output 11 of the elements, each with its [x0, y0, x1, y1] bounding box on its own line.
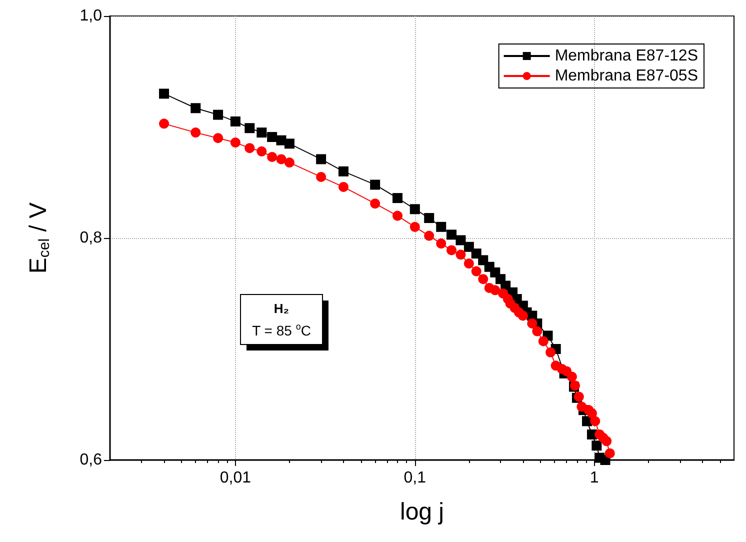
y-tick-label: 1,0 — [80, 8, 102, 24]
x-tick-label: 1 — [590, 470, 599, 486]
x-axis-title: log j — [400, 498, 444, 526]
legend-label: Membrana E87-05S — [554, 68, 698, 84]
y-tick-label: 0,6 — [80, 452, 102, 468]
y-tick-label: 0,8 — [80, 230, 102, 246]
x-tick-label: 0,1 — [404, 470, 426, 486]
y-axis-title: Ecel / V — [25, 202, 53, 274]
annotation: H₂ — [274, 301, 290, 316]
legend-label: Membrana E87-12S — [554, 48, 698, 64]
x-tick-label: 0,01 — [220, 470, 252, 486]
